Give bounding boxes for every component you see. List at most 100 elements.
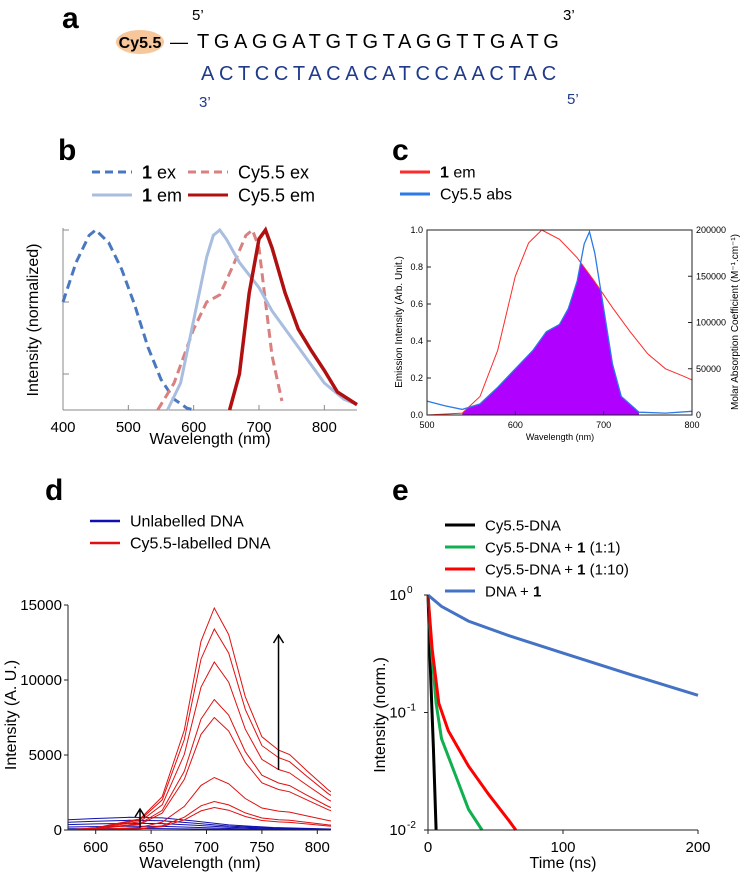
legend-entry-3-label: DNA + 1	[485, 583, 541, 600]
x-tick-label: 800	[684, 420, 699, 430]
legend-entry-0-label: Unlabelled DNA	[130, 514, 244, 531]
x-tick-label: 100	[550, 839, 575, 856]
y-axis-label: Emission Intensity (Arb. Unit.)	[394, 256, 405, 388]
series-line-2	[166, 227, 358, 411]
x-tick-label: 700	[194, 839, 219, 856]
chart-d: 600 650 700 750 800 0 5000 10000 15000 Wavelength…	[3, 514, 361, 872]
legend-text: Cy5.5 abs	[440, 187, 512, 204]
y-tick-label: 0.8	[410, 262, 423, 272]
chart-b: 400 500 600 700 800 Wavelength (nm) Intensity …	[25, 162, 358, 448]
red-curve-3	[67, 698, 346, 831]
legend-text: Unlabelled DNA	[130, 514, 244, 531]
bottom-strand: ACTCCTACACATCCAACTAC	[201, 63, 561, 85]
panel-label-c: c	[392, 134, 409, 167]
red-curve-7	[67, 806, 346, 831]
y-tick-label: 10	[389, 822, 406, 839]
tick-exponent: -2	[407, 820, 416, 831]
red-curve-1	[67, 627, 346, 831]
y-tick-label: 1.0	[410, 225, 423, 235]
x-tick-label: 200	[685, 839, 710, 856]
series-line-0	[61, 227, 195, 412]
legend-text: Cy5.5 ex	[238, 162, 309, 182]
x-tick-label: 0	[424, 839, 432, 856]
legend-entry-2-label: 1 em	[142, 185, 182, 205]
legend-text: Cy5.5 em	[238, 185, 315, 205]
legend-entry-1-label: Cy5.5 ex	[238, 162, 309, 182]
legend-bold: 1	[142, 162, 152, 182]
y-axis-label: Intensity (normalized)	[25, 244, 42, 397]
tick-base: 10	[389, 705, 406, 722]
panel-label-d: d	[45, 474, 63, 507]
legend-bold: 1	[533, 583, 541, 600]
x-axis-label: Time (ns)	[530, 855, 597, 872]
top-strand: TGAGGATGTGTAGGTTGATG	[197, 31, 563, 53]
series-line-emission	[426, 229, 693, 416]
legend-text: Cy5.5-DNA +	[485, 561, 577, 578]
x-tick-label: 800	[305, 839, 330, 856]
x-tick-label: 400	[50, 419, 75, 436]
legend-suffix: (1:10)	[585, 561, 628, 578]
plot-edge-mask	[331, 590, 361, 835]
legend-entry-0-label: 1 ex	[142, 162, 176, 182]
legend-text: em	[152, 185, 182, 205]
red-curve-2	[67, 661, 346, 831]
legend-bold: 1	[577, 561, 585, 578]
legend-text: ex	[152, 162, 176, 182]
chart-c: 500 600 700 800 0.0 0.2 0.4 0.6 0.8 1.0 0 50000 1000…	[394, 165, 741, 442]
legend-text: Cy5.5-DNA	[485, 517, 561, 534]
legend-entry-1-label: Cy5.5-labelled DNA	[130, 536, 271, 553]
y-tick-label: 10	[389, 587, 406, 604]
red-curve-0	[67, 606, 346, 831]
top-3prime: 3’	[563, 7, 575, 24]
x-axis-label: Wavelength (nm)	[139, 855, 260, 872]
x-tick-label: 700	[596, 420, 611, 430]
y-tick-label: 0.2	[410, 373, 423, 383]
series-line-3	[427, 593, 699, 697]
legend-entry-absorption-label: Cy5.5 abs	[440, 187, 512, 204]
y-tick-label: 0.4	[410, 336, 423, 346]
x-tick-label: 800	[312, 419, 337, 436]
x-tick-label: 600	[83, 839, 108, 856]
panel-label-a: a	[62, 2, 79, 35]
tick-base: 10	[389, 587, 406, 604]
legend-text: DNA +	[485, 583, 533, 600]
dye-highlight	[116, 30, 164, 54]
y-axis-label: Intensity (A. U.)	[3, 660, 20, 770]
bottom-3prime: 3’	[199, 94, 211, 111]
blue-curve-2	[67, 822, 346, 831]
y-right-tick-label: 100000	[696, 318, 726, 328]
red-curve-4	[67, 716, 346, 831]
x-tick-label: 700	[246, 419, 271, 436]
y-tick-label: 10000	[20, 672, 62, 689]
y-right-axis-label: Molar Absorption Coefficient (M⁻¹.cm⁻¹)	[730, 234, 741, 410]
legend-bold: 1	[142, 185, 152, 205]
tick-exponent: 0	[407, 585, 413, 596]
tick-base: 10	[389, 822, 406, 839]
x-axis-label: Wavelength (nm)	[526, 432, 594, 442]
panel-a: a 5’ 3’ Cy5.5 — TGAGGATGTGTAGGTTGATG ACT…	[62, 2, 579, 111]
linker: —	[170, 32, 188, 52]
y-tick-label: 0.6	[410, 299, 423, 309]
legend-text: em	[449, 165, 476, 182]
y-tick-label: 5000	[29, 747, 62, 764]
y-right-tick-label: 200000	[696, 225, 726, 235]
dye-label: Cy5.5	[119, 35, 162, 52]
y-right-tick-label: 150000	[696, 271, 726, 281]
y-right-tick-label: 50000	[696, 364, 721, 374]
legend-entry-3-label: Cy5.5 em	[238, 185, 315, 205]
x-tick-label: 600	[508, 420, 523, 430]
arrow-up-icon	[272, 633, 285, 644]
bottom-5prime: 5’	[567, 91, 579, 108]
y-tick-label: 0	[54, 822, 62, 839]
y-tick-label: 15000	[20, 597, 62, 614]
legend-entry-2-label: Cy5.5-DNA + 1 (1:10)	[485, 561, 629, 578]
series-line-3	[227, 226, 358, 411]
red-curve-5	[67, 776, 346, 831]
top-5prime: 5’	[192, 7, 204, 24]
y-tick-label: 0.0	[410, 410, 423, 420]
arrow-up-icon	[134, 807, 146, 818]
series-line-1	[156, 227, 284, 411]
series-line-absorption	[426, 229, 693, 414]
